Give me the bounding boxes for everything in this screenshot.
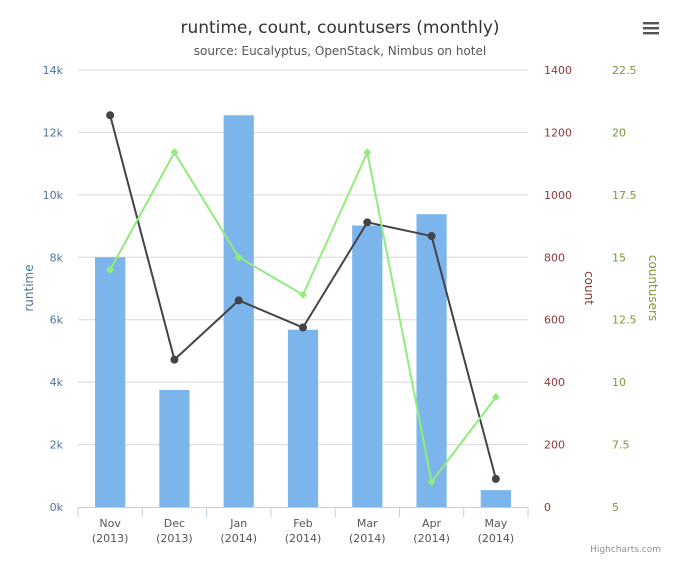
y2-tick-label: 200 bbox=[544, 439, 565, 452]
line-point[interactable] bbox=[363, 218, 372, 227]
y1-tick-label: 2k bbox=[50, 439, 64, 452]
grid-lines bbox=[78, 69, 528, 446]
x-tick-label-year: (2014) bbox=[413, 532, 450, 545]
line-point[interactable] bbox=[299, 323, 307, 332]
y1-tick-label: 6k bbox=[50, 314, 64, 327]
line-point-diamond[interactable] bbox=[299, 290, 307, 299]
x-tick-label: Apr bbox=[422, 517, 442, 530]
chart-subtitle: source: Eucalyptus, OpenStack, Nimbus on… bbox=[194, 44, 486, 58]
line-point-diamond[interactable] bbox=[363, 148, 372, 157]
x-tick-label-year: (2014) bbox=[220, 532, 257, 545]
bar[interactable] bbox=[95, 257, 126, 507]
y3-tick-label: 17.5 bbox=[612, 189, 637, 202]
line-point[interactable] bbox=[106, 111, 115, 120]
x-tick-label: Mar bbox=[357, 517, 378, 530]
x-tick-label-year: (2014) bbox=[478, 532, 515, 545]
line-point-diamond[interactable] bbox=[170, 148, 179, 157]
y3-axis-title: countusers bbox=[646, 255, 660, 321]
y3-tick-label: 12.5 bbox=[612, 314, 637, 327]
x-tick-label-year: (2014) bbox=[285, 532, 322, 545]
chart-title: runtime, count, countusers (monthly) bbox=[180, 18, 499, 38]
bar[interactable] bbox=[416, 214, 447, 507]
y2-axis-title: count bbox=[582, 271, 596, 305]
y1-tick-label: 4k bbox=[50, 376, 64, 389]
y1-tick-label: 8k bbox=[50, 251, 64, 264]
y2-tick-label: 400 bbox=[544, 376, 565, 389]
hamburger-menu-icon[interactable] bbox=[638, 16, 664, 40]
line-point-diamond[interactable] bbox=[234, 253, 243, 262]
y1-tick-label: 14k bbox=[43, 64, 64, 77]
line-point-diamond[interactable] bbox=[106, 265, 115, 274]
y1-axis-title: runtime bbox=[22, 264, 36, 311]
bar[interactable] bbox=[159, 389, 190, 507]
bar-series-runtime bbox=[95, 115, 511, 507]
bar[interactable] bbox=[480, 490, 511, 507]
y3-tick-label: 22.5 bbox=[612, 64, 637, 77]
x-tick-label-year: (2013) bbox=[156, 532, 193, 545]
y3-tick-label: 10 bbox=[612, 376, 626, 389]
credits-link[interactable]: Highcharts.com bbox=[590, 545, 661, 555]
line-point[interactable] bbox=[427, 232, 436, 241]
y1-tick-label: 0k bbox=[50, 501, 64, 514]
line-point-diamond[interactable] bbox=[491, 393, 500, 402]
y2-tick-label: 1200 bbox=[544, 126, 572, 139]
y3-tick-label: 15 bbox=[612, 251, 626, 264]
y2-tick-label: 1000 bbox=[544, 189, 572, 202]
x-tick-label-year: (2014) bbox=[349, 532, 386, 545]
y1-tick-label: 10k bbox=[43, 189, 64, 202]
y3-tick-label: 7.5 bbox=[612, 439, 630, 452]
line-series bbox=[106, 111, 500, 487]
x-tick-label-year: (2013) bbox=[92, 532, 129, 545]
axes: 0k 0 5 2k 200 7.5 4k 400 10 6k 600 12.5 8k 800 15 10k 10… bbox=[43, 64, 637, 545]
x-tick-label: May bbox=[484, 517, 507, 530]
line-point[interactable] bbox=[234, 296, 243, 305]
y2-tick-label: 800 bbox=[544, 251, 565, 264]
y3-tick-label: 5 bbox=[612, 501, 619, 514]
bar[interactable] bbox=[287, 329, 319, 507]
bar[interactable] bbox=[352, 225, 383, 507]
x-tick-label: Jan bbox=[229, 517, 247, 530]
y3-tick-label: 20 bbox=[612, 126, 626, 139]
x-tick-label: Dec bbox=[164, 517, 185, 530]
bar[interactable] bbox=[223, 115, 254, 507]
y1-tick-label: 12k bbox=[43, 126, 64, 139]
y2-tick-label: 1400 bbox=[544, 64, 572, 77]
x-tick-label: Nov bbox=[99, 517, 121, 530]
x-tick-label: Feb bbox=[293, 517, 312, 530]
line-point[interactable] bbox=[170, 355, 179, 364]
line-point-diamond[interactable] bbox=[427, 478, 436, 487]
y2-tick-label: 600 bbox=[544, 314, 565, 327]
y2-tick-label: 0 bbox=[544, 501, 551, 514]
line-point[interactable] bbox=[491, 474, 500, 483]
